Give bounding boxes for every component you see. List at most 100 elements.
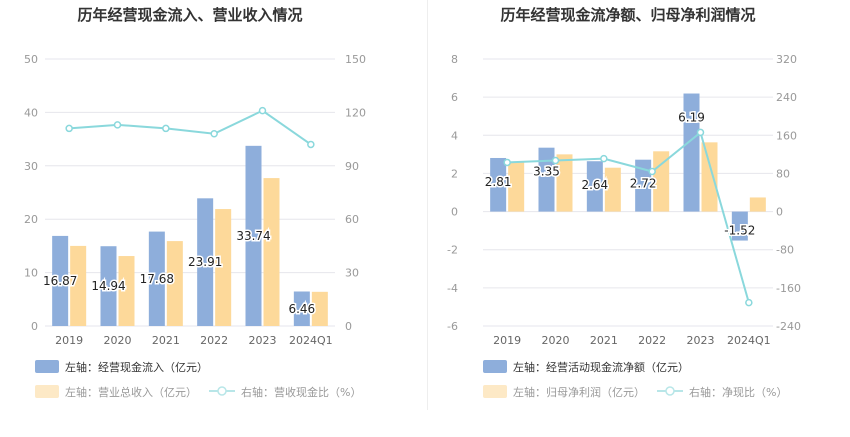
right-tick-label: -160	[776, 282, 801, 295]
chart-net-cash-profit: 历年经营现金流净额、归母净利润情况 -6 -4 -2 0 2 4 6 8 -240 -160 -80 0…	[447, 6, 801, 399]
left-tick-label: -2	[447, 244, 458, 257]
bar-primary	[148, 231, 165, 326]
left-tick-label: 10	[24, 267, 38, 280]
x-tick-label: 2021	[152, 334, 180, 347]
bar-primary	[731, 211, 748, 241]
divider	[427, 0, 428, 410]
left-tick-label: 20	[24, 213, 38, 226]
left-tick-label: 0	[31, 320, 38, 333]
bar-data-label: 23.91	[188, 255, 222, 269]
bar-data-label: 6.19	[678, 111, 705, 125]
bar-primary	[586, 161, 603, 212]
left-tick-label: 4	[451, 129, 458, 142]
bar-secondary	[604, 167, 621, 212]
bar-data-label: 2.81	[485, 175, 512, 189]
bar-primary	[100, 246, 117, 326]
chart-title: 历年经营现金流净额、归母净利润情况	[500, 6, 755, 24]
bar-data-label: 3.35	[533, 165, 560, 179]
left-tick-label: 50	[24, 53, 38, 66]
bar-data-label: -1.52	[724, 224, 755, 238]
chart-title: 历年经营现金流入、营业收入情况	[77, 6, 302, 24]
bar-secondary	[263, 178, 280, 326]
right-tick-label: -80	[776, 244, 794, 257]
chart-cash-inflow-revenue: 历年经营现金流入、营业收入情况 0 10 20 30 40 50 0 30 60 90 120 150 2…	[24, 6, 366, 399]
legend-label: 左轴：经营现金流入（亿元）	[65, 360, 208, 374]
right-tick-label: 120	[345, 106, 366, 119]
bar-secondary	[701, 142, 718, 212]
bar-secondary	[311, 291, 328, 326]
line-point	[503, 158, 511, 167]
left-tick-label: 0	[451, 206, 458, 219]
right-tick-label: 0	[345, 320, 352, 333]
bar-data-label: 14.94	[91, 279, 125, 293]
bar-data-label: 2.72	[630, 177, 657, 191]
line-point	[258, 106, 267, 115]
x-tick-label: 2019	[493, 334, 521, 347]
bar-data-label: 2.64	[581, 178, 608, 192]
legend-label: 右轴：净现比（%）	[689, 385, 787, 399]
bar-secondary	[508, 162, 525, 212]
legend-label: 左轴：营业总收入（亿元）	[65, 385, 197, 399]
left-tick-label: 2	[451, 167, 458, 180]
line-point	[307, 140, 315, 149]
bar-data-label: 33.74	[236, 229, 270, 243]
x-tick-label: 2019	[55, 334, 83, 347]
line-point	[551, 156, 560, 165]
bar-primary	[635, 159, 652, 212]
line-series	[507, 130, 750, 303]
x-tick-label: 2020	[104, 334, 132, 347]
line-point	[113, 121, 122, 129]
x-tick-label: 2020	[542, 334, 570, 347]
bar-primary	[490, 157, 507, 212]
line-point	[210, 130, 218, 138]
legend-line-marker	[217, 386, 227, 396]
legend-swatch-secondary	[483, 385, 507, 398]
bar-secondary	[215, 209, 232, 326]
line-series	[69, 109, 312, 146]
x-tick-label: 2022	[638, 334, 666, 347]
bar-secondary	[166, 241, 183, 326]
right-tick-label: 90	[345, 160, 359, 173]
line-point	[745, 298, 753, 307]
left-tick-label: 6	[451, 91, 458, 104]
x-tick-label: 2022	[200, 334, 228, 347]
right-tick-label: 320	[776, 53, 797, 66]
line-point	[648, 167, 656, 176]
right-tick-label: 80	[776, 167, 790, 180]
x-tick-label: 2024Q1	[727, 334, 771, 347]
bar-data-label: 16.87	[43, 274, 77, 288]
left-tick-label: 40	[24, 106, 38, 119]
legend-label: 左轴：经营活动现金流净额（亿元）	[513, 360, 689, 374]
bar-primary	[52, 235, 69, 326]
bar-secondary	[556, 154, 573, 212]
left-tick-label: -4	[447, 282, 458, 295]
legend-swatch-secondary	[35, 385, 59, 398]
right-tick-label: 30	[345, 267, 359, 280]
legend-label: 右轴：营收现金比（%）	[241, 385, 361, 399]
line-point	[696, 128, 705, 137]
line-point	[600, 154, 608, 163]
legend-swatch-primary	[35, 360, 59, 373]
bar-data-label: 17.68	[140, 272, 174, 286]
right-tick-label: 0	[776, 206, 783, 219]
x-tick-label: 2021	[590, 334, 618, 347]
line-point	[162, 124, 170, 133]
bar-secondary	[749, 197, 766, 212]
right-tick-label: 240	[776, 91, 797, 104]
right-tick-label: 60	[345, 213, 359, 226]
x-tick-label: 2024Q1	[289, 334, 333, 347]
legend-swatch-primary	[483, 360, 507, 373]
x-tick-label: 2023	[249, 334, 277, 347]
left-tick-label: 30	[24, 160, 38, 173]
right-tick-label: 150	[345, 53, 366, 66]
bar-secondary	[70, 245, 87, 326]
bar-data-label: 6.46	[288, 302, 315, 316]
bar-secondary	[118, 256, 135, 326]
right-tick-label: 160	[776, 129, 797, 142]
bar-primary	[538, 147, 555, 212]
bar-primary	[683, 93, 700, 212]
bar-primary	[245, 145, 262, 326]
legend-label: 左轴：归母净利润（亿元）	[513, 385, 645, 399]
bar-primary	[293, 291, 310, 326]
